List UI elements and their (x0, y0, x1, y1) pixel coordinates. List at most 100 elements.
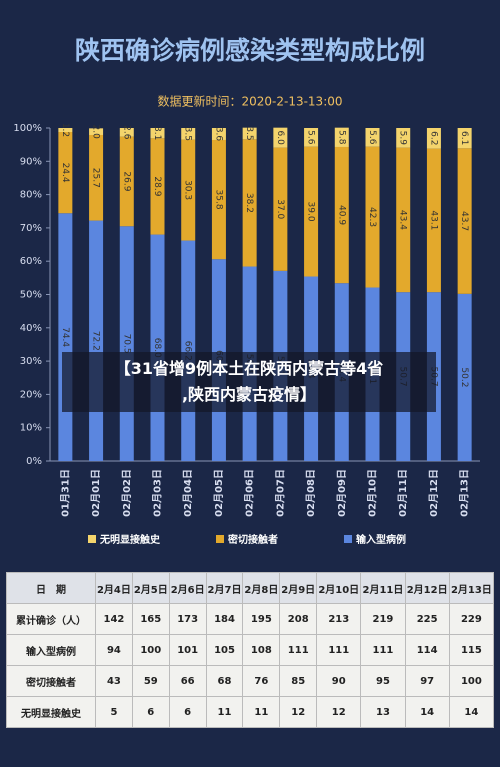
bar-segment (150, 138, 165, 235)
chart-title: 陕西确诊病例感染类型构成比例 (75, 36, 425, 65)
bar-segment (58, 128, 73, 132)
data-label: 68.0 (152, 338, 162, 358)
bar-segment (426, 128, 441, 149)
chart-subtitle: 数据更新时间：2020-2-13-13:00 (157, 94, 342, 109)
bar-segment (457, 128, 472, 149)
table-cell: 208 (279, 603, 318, 635)
legend-label: 密切接触者 (228, 533, 278, 546)
data-label: 35.8 (213, 190, 223, 210)
table-cell: 59 (131, 665, 170, 697)
data-label: 40.9 (336, 205, 346, 225)
data-label: 66.2 (183, 341, 193, 361)
y-tick-label: 80% (20, 190, 42, 201)
table-cell: 229 (448, 603, 495, 635)
bar-segment (242, 139, 257, 267)
data-label: 1.2 (60, 123, 70, 137)
data-label: 72.2 (91, 331, 101, 351)
data-label: 30.3 (183, 180, 193, 200)
data-label: 3.5 (244, 126, 254, 140)
chart: 陕西确诊病例感染类型构成比例 数据更新时间：2020-2-13-13:00 0%… (13, 36, 480, 546)
x-tick-label: 02月05日 (213, 469, 225, 517)
table-cell: 213 (316, 603, 362, 635)
bar-segment (273, 127, 288, 148)
table-cell: 115 (448, 634, 495, 666)
table-cell: 76 (242, 665, 281, 697)
table-row: 累计确诊（人） 142 165 173 184 195 208 213 219 225 229 (6, 603, 495, 635)
x-tick-label: 01月31日 (59, 469, 71, 517)
table-cell: 日 期 (6, 572, 96, 604)
table-cell: 173 (168, 603, 207, 635)
x-tick-label: 02月04日 (182, 469, 194, 517)
caption: 【31省增9例本土在陕西内蒙古等4省 ,陕西内蒙古疫情】 (62, 352, 436, 412)
table-cell: 累计确诊（人） (6, 603, 96, 635)
data-label: 43.4 (398, 210, 408, 230)
data-label: 43.7 (459, 211, 469, 231)
table-cell: 184 (205, 603, 244, 635)
data-label: 3.1 (152, 126, 162, 140)
x-tick-label: 02月12日 (428, 469, 440, 517)
table-cell: 142 (95, 603, 133, 635)
table-cell: 111 (316, 634, 362, 666)
table-cell: 2月11日 (360, 572, 406, 604)
table-cell: 2月8日 (242, 572, 281, 604)
bar-segment (119, 136, 134, 227)
x-tick-label: 02月13日 (459, 469, 471, 517)
table-cell: 2月13日 (448, 572, 495, 604)
bar-segment (273, 147, 288, 271)
table-cell: 114 (404, 634, 450, 666)
table-cell: 12 (279, 696, 318, 728)
bar-segment (334, 146, 349, 284)
data-label: 74.4 (60, 327, 70, 347)
y-tick-label: 30% (20, 356, 42, 367)
data-label: 25.7 (91, 168, 101, 188)
x-tick-label: 02月11日 (397, 469, 409, 517)
table-cell: 6 (131, 696, 170, 728)
table-cell: 2月10日 (316, 572, 362, 604)
bar-segment (304, 146, 319, 277)
bar-segment (58, 131, 73, 214)
bar-segment (457, 293, 472, 461)
bar-segment (89, 134, 104, 221)
bar-segment (181, 128, 196, 140)
table-cell: 11 (242, 696, 281, 728)
table-cell: 12 (316, 696, 362, 728)
data-label: 37.0 (275, 199, 285, 219)
y-tick-label: 100% (13, 123, 42, 134)
bar-segment (365, 146, 380, 288)
table-cell: 5 (95, 696, 133, 728)
data-label: 6.1 (459, 131, 469, 145)
data-label: 2.0 (91, 124, 101, 139)
table-cell: 105 (205, 634, 244, 666)
x-tick-label: 02月03日 (152, 469, 164, 517)
table-cell: 195 (242, 603, 281, 635)
table-cell: 14 (448, 696, 495, 728)
data-label: 26.9 (121, 171, 131, 191)
bar-segment (365, 128, 380, 147)
table-row: 无明显接触史 5 6 6 11 11 12 12 13 14 14 (6, 696, 495, 728)
table-cell: 111 (360, 634, 406, 666)
table-cell: 14 (404, 696, 450, 728)
y-tick-label: 50% (20, 290, 42, 301)
data-label: 3.6 (213, 127, 223, 142)
table-cell: 85 (279, 665, 318, 697)
table-cell: 100 (131, 634, 170, 666)
bar-segment (304, 128, 319, 147)
table-cell: 2月5日 (131, 572, 170, 604)
bar-segment (89, 128, 104, 135)
bar-segment (457, 148, 472, 294)
table-cell: 101 (168, 634, 207, 666)
bar-segment (396, 147, 411, 293)
bar-segment (119, 128, 134, 137)
caption-line: ,陕西内蒙古疫情】 (181, 385, 317, 404)
data-label: 24.4 (60, 163, 70, 183)
y-tick-label: 90% (20, 156, 42, 167)
data-label: 39.0 (306, 202, 316, 222)
x-tick-label: 02月07日 (274, 469, 286, 517)
data-label: 38.2 (244, 193, 254, 213)
data-label: 5.6 (306, 130, 316, 145)
table-cell: 108 (242, 634, 281, 666)
y-tick-label: 0% (26, 456, 42, 467)
data-label: 43.1 (428, 210, 438, 230)
bar-segment (181, 139, 196, 241)
